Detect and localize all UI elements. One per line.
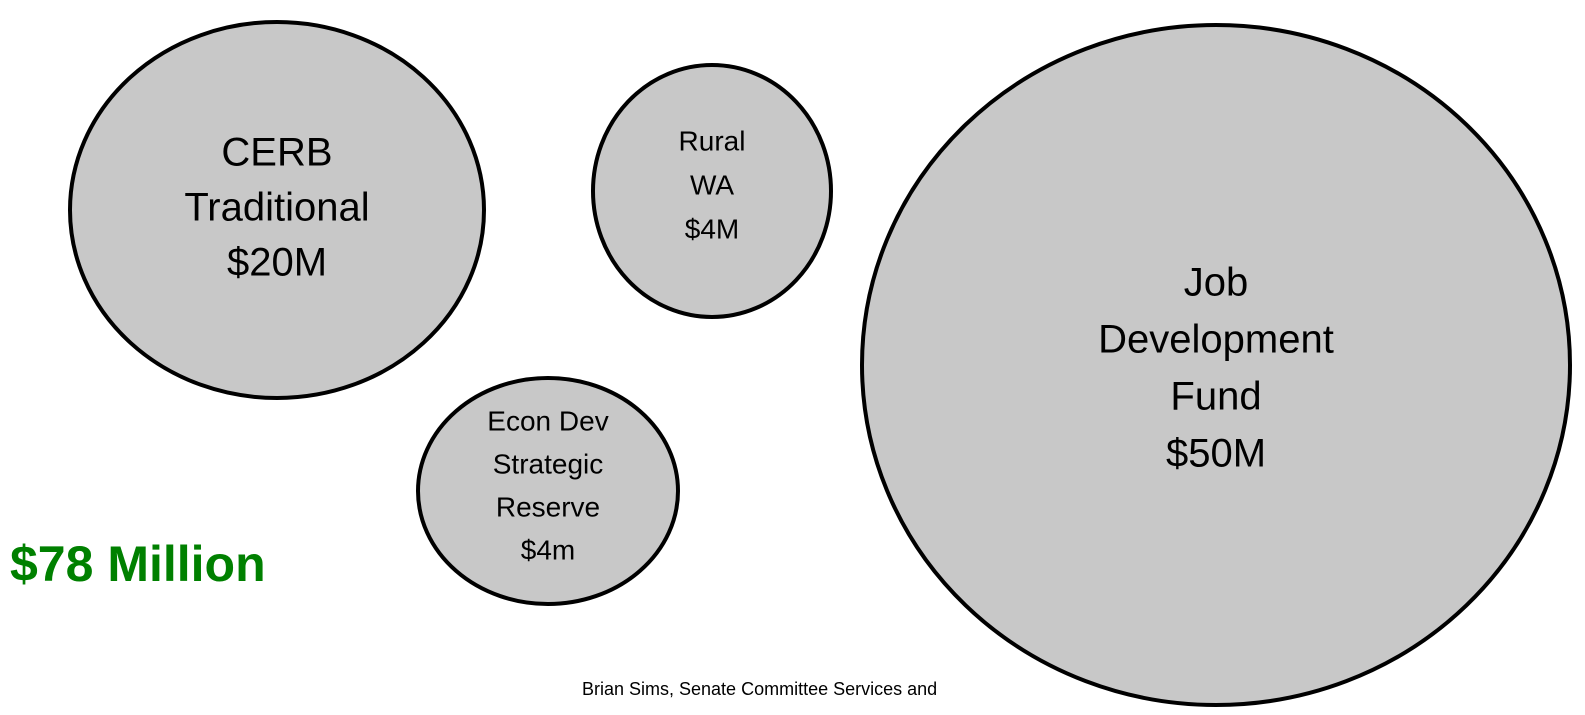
- bubble-label: CERB: [221, 131, 332, 175]
- bubble: [860, 23, 1572, 707]
- bubble-label: Traditional: [184, 186, 369, 230]
- total-label: $78 Million: [10, 536, 266, 592]
- bubble-label: Development: [1098, 318, 1334, 362]
- bubble: [68, 20, 486, 400]
- bubble: [591, 63, 833, 319]
- bubble-label: $50M: [1166, 432, 1266, 476]
- footer: Brian Sims, Senate Committee Services an…: [582, 679, 937, 699]
- bubble-label: $4m: [521, 534, 575, 565]
- bubble: [416, 376, 680, 606]
- bubble-label: Job: [1184, 261, 1249, 305]
- bubble-label: Econ Dev: [487, 405, 608, 436]
- bubble-label: $4M: [685, 213, 739, 244]
- bubble-label: Fund: [1170, 375, 1261, 419]
- bubble-label: Rural: [679, 125, 746, 156]
- bubble-label: Strategic: [493, 448, 604, 479]
- bubble-label: WA: [690, 169, 734, 200]
- bubble-label: Reserve: [496, 491, 600, 522]
- bubble-label: $20M: [227, 241, 327, 285]
